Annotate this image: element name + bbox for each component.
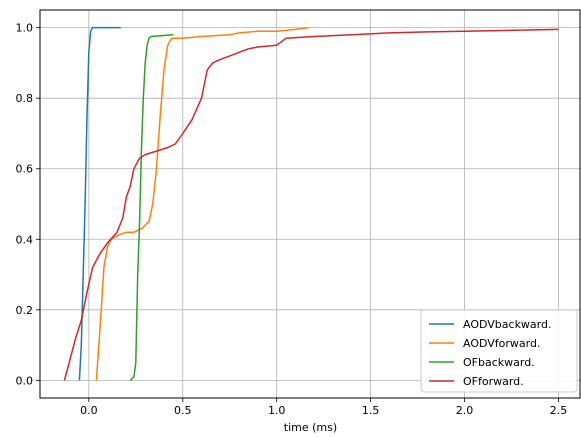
- x-axis-label: time (ms): [284, 421, 337, 434]
- y-axis-ticks: 0.0 0.2 0.4 0.6 0.8 1.0: [16, 22, 40, 387]
- x-tick-label: 2.0: [456, 404, 474, 417]
- y-tick-label: 0.6: [16, 163, 34, 176]
- x-tick-label: 1.0: [268, 404, 286, 417]
- legend: AODVbackward. AODVforward. OFbackward. OFfo…: [420, 309, 578, 393]
- legend-box: [420, 309, 578, 393]
- y-tick-label: 0.2: [16, 304, 34, 317]
- series-line: [78, 26, 121, 381]
- y-tick-label: 0.8: [16, 92, 34, 105]
- plot-frame: [39, 9, 581, 399]
- series-line: [63, 28, 559, 381]
- x-tick-label: 0.0: [80, 404, 98, 417]
- legend-label: OFbackward.: [463, 356, 535, 369]
- legend-label: OFforward.: [463, 375, 524, 388]
- legend-label: AODVforward.: [463, 337, 540, 350]
- x-tick-label: 2.5: [550, 404, 568, 417]
- x-tick-label: 0.5: [174, 404, 192, 417]
- series-lines: [63, 26, 559, 381]
- y-tick-label: 0.0: [16, 374, 34, 387]
- x-tick-label: 1.5: [362, 404, 380, 417]
- x-axis-ticks: 0.0 0.5 1.0 1.5 2.0 2.5: [80, 398, 567, 417]
- series-line: [129, 33, 174, 381]
- legend-label: AODVbackward.: [463, 318, 551, 331]
- y-tick-label: 0.4: [16, 233, 34, 246]
- y-tick-label: 1.0: [16, 22, 34, 35]
